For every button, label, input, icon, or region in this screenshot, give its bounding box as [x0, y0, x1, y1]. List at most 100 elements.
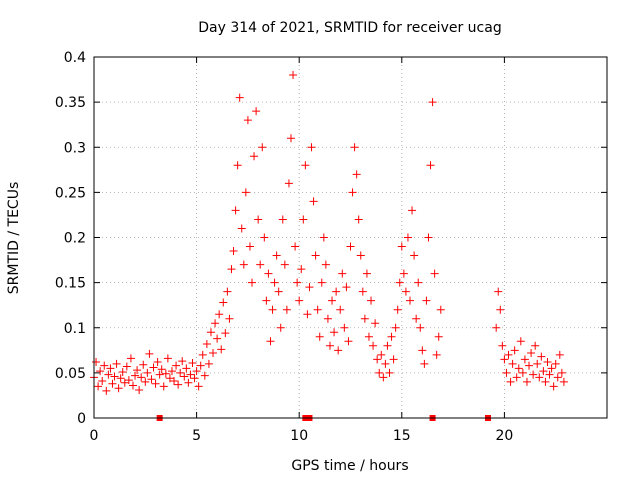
data-points	[90, 71, 568, 421]
data-point	[184, 378, 193, 387]
data-point	[305, 283, 314, 292]
data-point	[344, 337, 353, 346]
data-point	[227, 265, 236, 274]
data-point	[194, 382, 203, 391]
data-point	[270, 278, 279, 287]
data-point	[104, 370, 113, 379]
data-point	[422, 296, 431, 305]
data-point	[163, 354, 172, 363]
data-point	[250, 152, 259, 161]
data-point	[248, 278, 257, 287]
data-point	[311, 251, 320, 260]
data-point	[527, 349, 536, 358]
data-point	[325, 341, 334, 350]
data-point	[510, 346, 519, 355]
data-point	[217, 345, 226, 354]
data-point	[190, 374, 199, 383]
data-point	[92, 358, 101, 367]
data-point	[116, 374, 125, 383]
y-tick-label: 0.1	[64, 321, 86, 337]
data-point	[399, 269, 408, 278]
data-point	[395, 278, 404, 287]
data-point	[406, 296, 415, 305]
data-point	[98, 376, 107, 385]
data-point	[124, 376, 133, 385]
data-point	[531, 341, 540, 350]
data-point	[412, 314, 421, 323]
data-point	[182, 364, 191, 373]
data-point	[391, 323, 400, 332]
data-point	[114, 384, 123, 393]
data-point	[317, 278, 326, 287]
data-point	[403, 233, 412, 242]
axis-ticks: 0 0.05 0.1 0.15 0.2 0.25 0.3 0.35 0.4 0 5 10 15 20	[55, 50, 607, 444]
data-point	[549, 382, 558, 391]
y-tick-label: 0.2	[64, 231, 86, 247]
data-point	[297, 265, 306, 274]
data-point	[188, 358, 197, 367]
data-point	[245, 242, 254, 251]
data-point	[176, 368, 185, 377]
y-tick-label: 0.15	[55, 276, 86, 292]
data-point	[330, 328, 339, 337]
data-point	[204, 359, 213, 368]
data-point	[522, 377, 531, 386]
data-point	[102, 386, 111, 395]
data-point	[426, 161, 435, 170]
data-point	[428, 98, 437, 107]
data-point	[432, 350, 441, 359]
data-point	[295, 296, 304, 305]
data-point	[274, 287, 283, 296]
data-point	[364, 332, 373, 341]
data-point	[502, 368, 511, 377]
data-point	[529, 370, 538, 379]
data-point	[387, 332, 396, 341]
grid-lines	[94, 57, 607, 418]
data-point	[233, 161, 242, 170]
data-point	[541, 377, 550, 386]
data-point	[340, 323, 349, 332]
data-point	[178, 357, 187, 366]
data-point	[494, 287, 503, 296]
data-point	[174, 380, 183, 389]
data-point	[377, 350, 386, 359]
x-tick-label: 15	[393, 428, 411, 444]
data-point	[559, 377, 568, 386]
data-point	[321, 260, 330, 269]
data-point	[424, 233, 433, 242]
chart-title: Day 314 of 2021, SRMTID for receiver uca…	[198, 20, 501, 36]
data-point	[348, 188, 357, 197]
data-point	[196, 361, 205, 370]
data-point	[352, 170, 361, 179]
data-point	[315, 332, 324, 341]
data-point	[252, 107, 261, 116]
data-point	[313, 305, 322, 314]
data-point	[533, 359, 542, 368]
data-point	[235, 93, 244, 102]
data-point	[551, 359, 560, 368]
data-point	[225, 314, 234, 323]
y-tick-label: 0.4	[64, 50, 86, 66]
data-point	[206, 328, 215, 337]
data-point	[139, 360, 148, 369]
data-point	[268, 305, 277, 314]
data-point	[354, 215, 363, 224]
data-point	[147, 375, 156, 384]
data-point	[410, 251, 419, 260]
data-point	[135, 386, 144, 395]
data-point	[151, 379, 160, 388]
data-point	[414, 278, 423, 287]
data-point	[338, 269, 347, 278]
data-point	[418, 346, 427, 355]
data-point	[379, 373, 388, 382]
data-point	[342, 283, 351, 292]
data-point	[360, 314, 369, 323]
data-point	[106, 364, 115, 373]
data-point	[258, 143, 267, 152]
data-point	[520, 355, 529, 364]
data-point	[293, 278, 302, 287]
data-point	[385, 368, 394, 377]
data-point	[209, 349, 218, 358]
data-point	[153, 358, 162, 367]
data-point	[307, 143, 316, 152]
